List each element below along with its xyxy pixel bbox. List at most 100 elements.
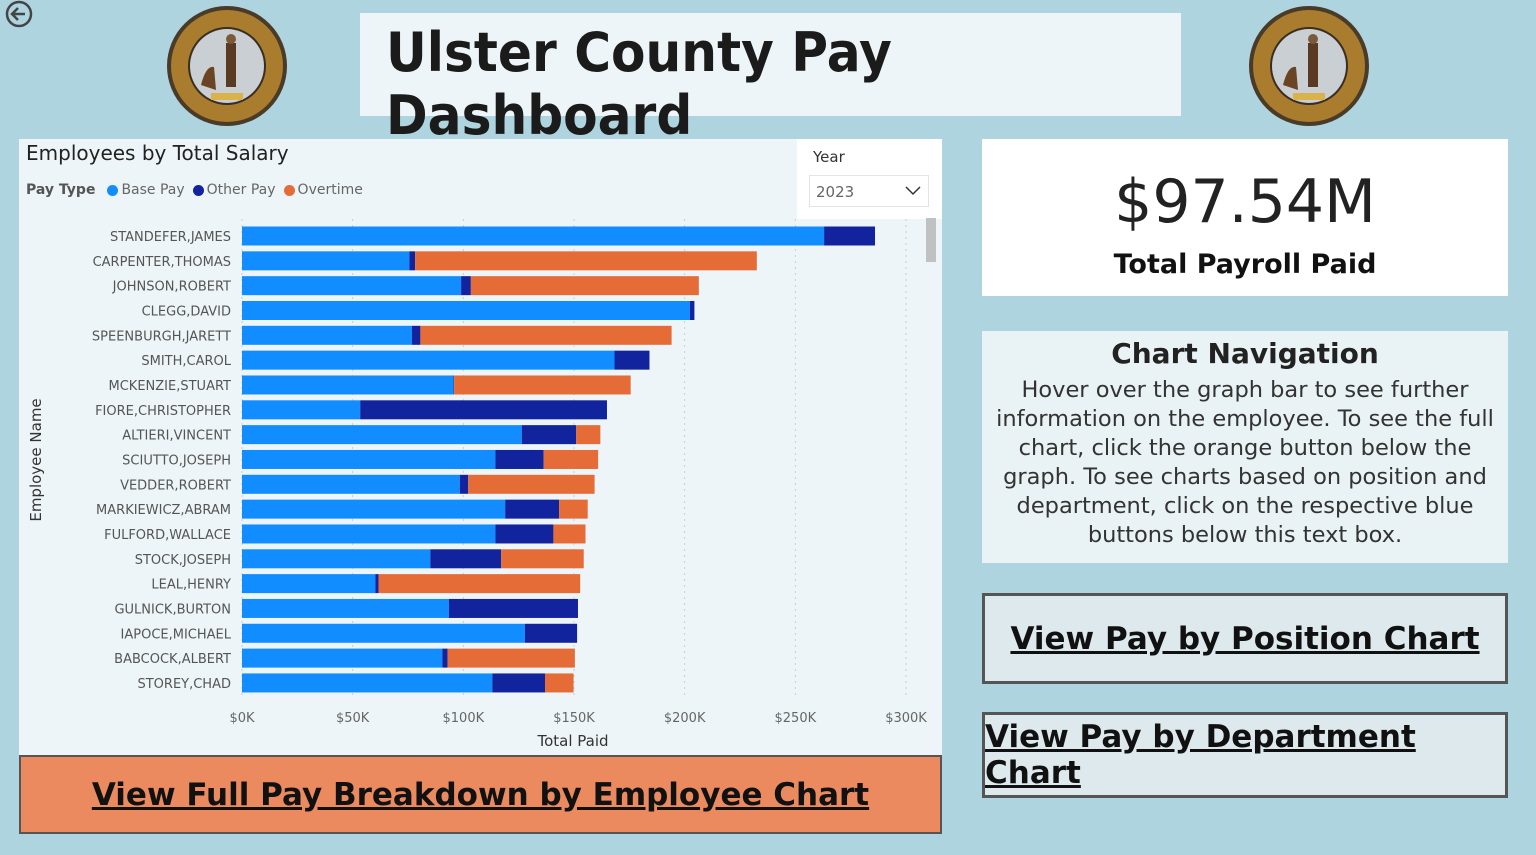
view-pay-by-department-label: View Pay by Department Chart [985,719,1416,791]
bar-other-pay[interactable] [409,251,416,271]
bar-base-pay[interactable] [242,598,449,618]
bar-overtime[interactable] [470,276,699,296]
year-slicer: Year 2023 [797,139,942,219]
county-seal-logo [1249,6,1369,126]
y-tick-label: FIORE,CHRISTOPHER [95,404,231,419]
bar-base-pay[interactable] [242,226,825,246]
bar-base-pay[interactable] [242,425,522,445]
x-axis-title: Total Paid [536,732,608,750]
bar-base-pay[interactable] [242,276,462,296]
view-full-pay-breakdown-button[interactable]: View Full Pay Breakdown by Employee Char… [19,755,942,834]
bar-overtime[interactable] [454,375,631,395]
y-axis-title: Employee Name [27,398,45,521]
y-tick-label: ALTIERI,VINCENT [122,429,231,444]
bar-other-pay[interactable] [614,350,650,370]
legend-item-other-pay[interactable]: Other Pay [206,182,276,198]
legend-title: Pay Type [26,182,96,198]
x-tick-label: $100K [443,711,485,726]
bar-overtime[interactable] [415,251,757,271]
bar-base-pay[interactable] [242,325,412,345]
title-box: Ulster County Pay Dashboard [360,13,1181,147]
bar-other-pay[interactable] [521,425,577,445]
bar-overtime[interactable] [468,474,595,494]
bar-overtime[interactable] [501,549,584,569]
y-tick-label: CARPENTER,THOMAS [93,255,231,270]
bar-base-pay[interactable] [242,300,690,320]
bar-base-pay[interactable] [242,673,493,693]
county-seal-logo [167,6,287,126]
bar-other-pay[interactable] [461,276,471,296]
y-tick-label: IAPOCE,MICHAEL [121,627,232,642]
bar-base-pay[interactable] [242,251,410,271]
chart-navigation-title: Chart Navigation [1111,337,1379,370]
bar-other-pay[interactable] [824,226,876,246]
x-tick-label: $0K [229,711,255,726]
bar-base-pay[interactable] [242,524,496,544]
view-pay-by-department-button[interactable]: View Pay by Department Chart [982,712,1508,798]
bar-other-pay[interactable] [689,300,695,320]
y-tick-label: SMITH,CAROL [141,354,231,369]
y-tick-label: LEAL,HENRY [151,578,231,593]
legend-item-overtime[interactable]: Overtime [297,182,363,198]
bar-overtime[interactable] [543,449,599,469]
y-tick-label: FULFORD,WALLACE [104,528,231,543]
total-payroll-card: $97.54M Total Payroll Paid [982,139,1508,296]
x-tick-label: $250K [775,711,817,726]
bar-other-pay[interactable] [492,673,546,693]
y-tick-label: BABCOCK,ALBERT [114,652,231,667]
view-pay-by-position-label: View Pay by Position Chart [1010,620,1480,657]
bar-overtime[interactable] [447,648,575,668]
y-tick-label: GULNICK,BURTON [114,602,231,617]
bar-base-pay[interactable] [242,499,506,519]
bar-other-pay[interactable] [505,499,560,519]
bar-other-pay[interactable] [375,574,379,594]
bar-other-pay[interactable] [430,549,502,569]
bar-base-pay[interactable] [242,574,376,594]
x-tick-label: $150K [553,711,595,726]
bar-overtime[interactable] [559,499,588,519]
bar-overtime[interactable] [420,325,672,345]
y-tick-label: CLEGG,DAVID [142,304,231,319]
total-payroll-label: Total Payroll Paid [1113,249,1377,280]
legend-dot-other-pay [192,184,204,196]
year-dropdown-value: 2023 [816,183,855,201]
x-tick-label: $300K [885,711,927,726]
bar-other-pay[interactable] [495,524,554,544]
y-tick-label: SPEENBURGH,JARETT [92,329,231,344]
bar-base-pay[interactable] [242,648,443,668]
bar-other-pay[interactable] [411,325,421,345]
bar-other-pay[interactable] [448,598,578,618]
view-full-pay-breakdown-label: View Full Pay Breakdown by Employee Char… [91,776,870,813]
bar-base-pay[interactable] [242,474,460,494]
bar-other-pay[interactable] [442,648,448,668]
bar-other-pay[interactable] [495,449,544,469]
y-tick-label: STOREY,CHAD [137,677,231,692]
bar-overtime[interactable] [553,524,586,544]
bar-base-pay[interactable] [242,375,454,395]
bar-base-pay[interactable] [242,623,525,643]
bar-other-pay[interactable] [360,400,607,420]
bar-base-pay[interactable] [242,449,496,469]
y-tick-label: JOHNSON,ROBERT [112,280,231,295]
bar-base-pay[interactable] [242,350,615,370]
chart-navigation-box: Chart Navigation Hover over the graph ba… [982,331,1508,563]
back-arrow-icon[interactable] [4,0,34,30]
y-tick-label: SCIUTTO,JOSEPH [122,453,231,468]
legend-dot-overtime [283,184,295,196]
bar-overtime[interactable] [576,425,601,445]
chart-scrollbar[interactable] [926,218,936,262]
bar-base-pay[interactable] [242,400,361,420]
chart-title: Employees by Total Salary [26,141,289,165]
chart-legend: Pay Type Base Pay Other Pay Overtime [26,182,363,198]
chart-navigation-text: Hover over the graph bar to see further … [996,377,1494,548]
bar-overtime[interactable] [378,574,581,594]
year-dropdown[interactable]: 2023 [809,175,929,207]
y-tick-label: STOCK,JOSEPH [135,553,231,568]
bar-other-pay[interactable] [524,623,578,643]
legend-item-base-pay[interactable]: Base Pay [121,182,185,198]
bar-overtime[interactable] [545,673,574,693]
bar-other-pay[interactable] [459,474,469,494]
chevron-down-icon [905,186,921,196]
bar-base-pay[interactable] [242,549,431,569]
view-pay-by-position-button[interactable]: View Pay by Position Chart [982,593,1508,684]
